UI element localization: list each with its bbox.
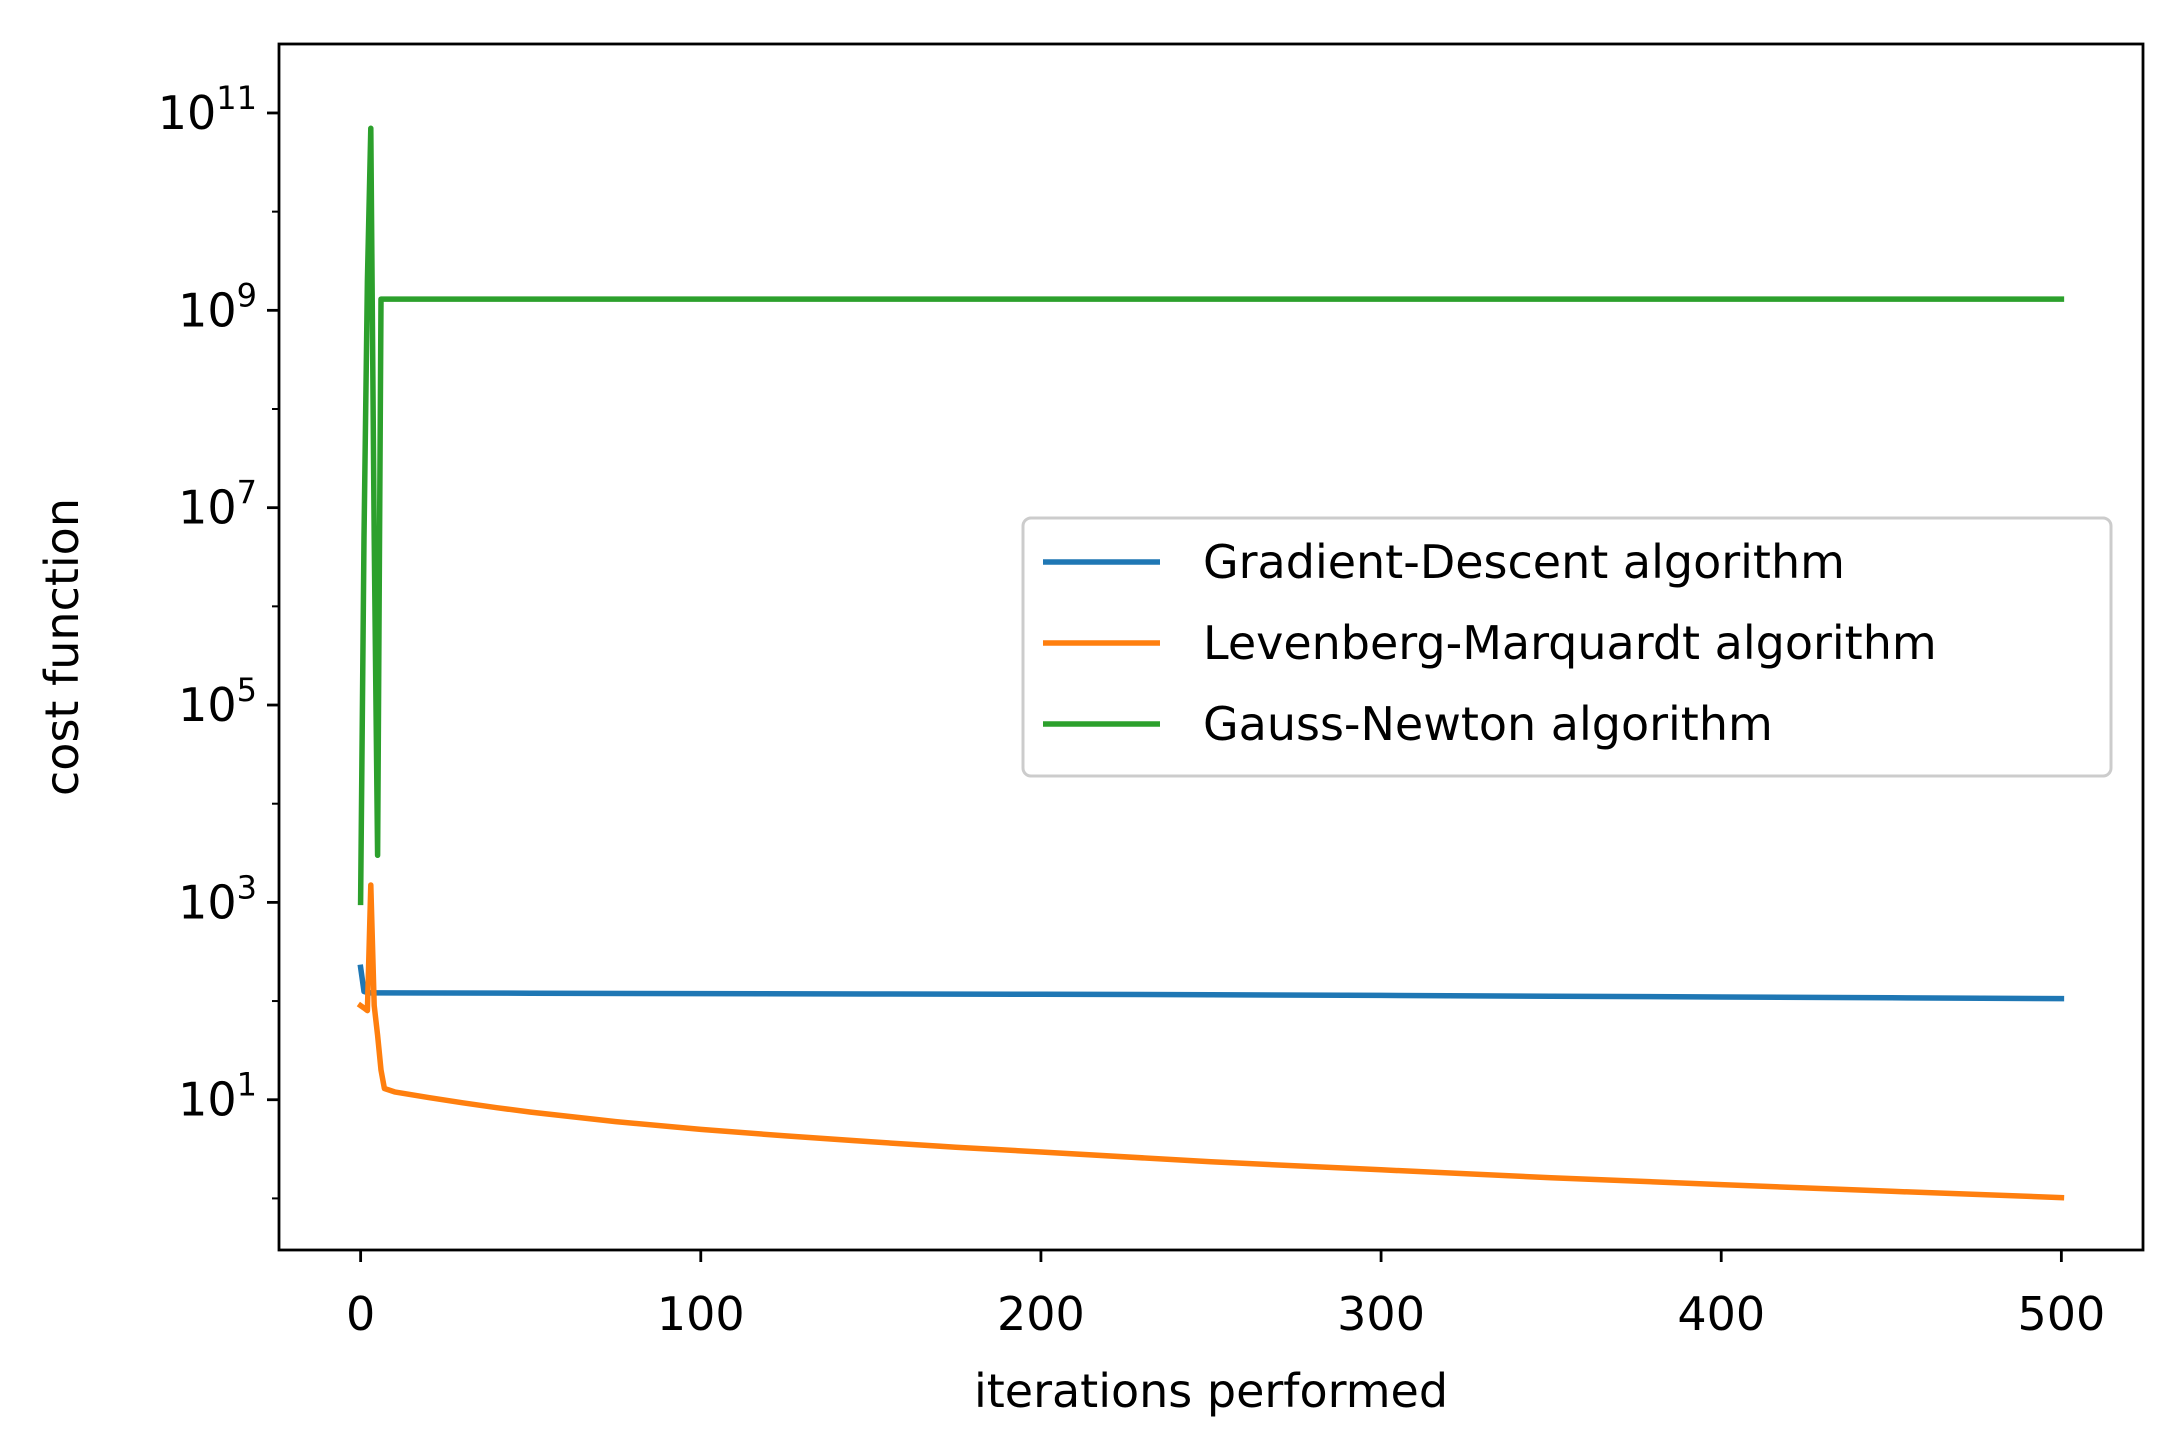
legend-label-1: Levenberg-Marquardt algorithm	[1203, 616, 1937, 670]
series-line-2	[357, 125, 2065, 906]
x-tick-label-0: 0	[346, 1287, 375, 1341]
x-axis: 0 100 200 300 400 500	[346, 1250, 2105, 1341]
legend-box	[1021, 516, 2113, 778]
legend: Gradient-Descent algorithm Levenberg-Marq…	[1021, 516, 2113, 778]
x-tick-label-5: 500	[2017, 1287, 2105, 1341]
x-tick-label-1: 100	[657, 1287, 745, 1341]
y-axis-label: cost function	[35, 498, 89, 796]
y-tick-label-0: 101	[178, 1066, 257, 1127]
x-tick-label-4: 400	[1677, 1287, 1765, 1341]
x-tick-label-2: 200	[997, 1287, 1085, 1341]
plot-frame	[277, 42, 2145, 1252]
series-layer	[356, 125, 2065, 1201]
series-line-1	[356, 882, 2065, 1201]
legend-label-0: Gradient-Descent algorithm	[1203, 535, 1845, 589]
x-axis-label: iterations performed	[974, 1364, 1448, 1418]
x-tick-label-3: 300	[1337, 1287, 1425, 1341]
legend-label-2: Gauss-Newton algorithm	[1203, 697, 1773, 751]
